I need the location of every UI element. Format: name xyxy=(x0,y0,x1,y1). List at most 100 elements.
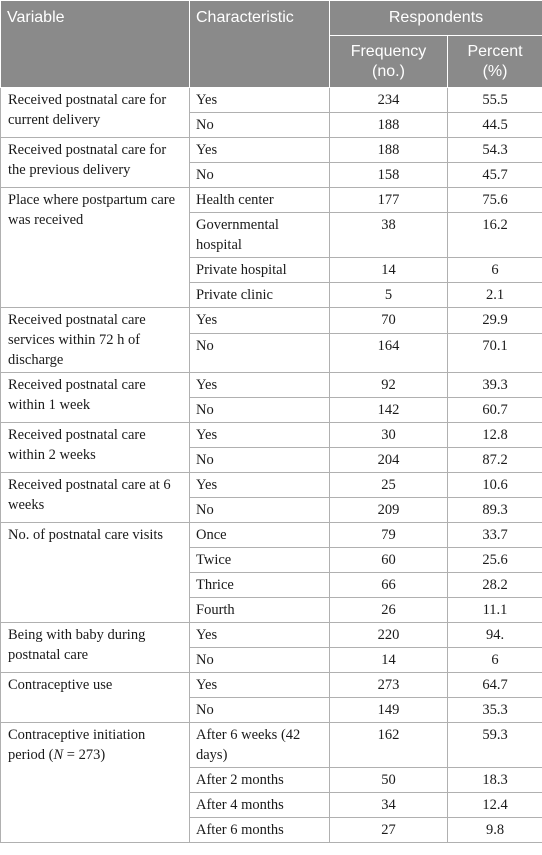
variable-cell: No. of postnatal care visits xyxy=(0,522,190,623)
table-row: Received postnatal care within 2 weeks Ye… xyxy=(0,422,542,473)
percent-cell: 44.5 xyxy=(446,112,542,138)
characteristic-cell: Yes xyxy=(189,622,330,648)
characteristic-cell: Yes xyxy=(189,422,330,448)
frequency-cell: 188 xyxy=(329,137,448,163)
characteristic-cell: After 6 weeks (42 days) xyxy=(189,722,330,768)
characteristic-cell: No xyxy=(189,112,330,138)
variable-cell: Contraceptive use xyxy=(0,672,190,723)
percent-cell: 6 xyxy=(446,257,542,283)
characteristic-cell: Yes xyxy=(189,307,330,334)
frequency-cell: 162 xyxy=(329,722,448,768)
header-percent: Percent (%) xyxy=(446,35,542,88)
variable-cell: Received postnatal care within 1 week xyxy=(0,372,190,423)
table-row: Private clinic 5 2.1 xyxy=(1,282,542,308)
variable-cell: Received postnatal care for the previous… xyxy=(0,137,190,188)
table-row: Received postnatal care at 6 weeks Yes 25 1… xyxy=(0,472,542,523)
characteristic-cell: Yes xyxy=(189,672,330,698)
frequency-cell: 149 xyxy=(329,697,448,723)
table-row: Received postnatal care within 1 week Yes… xyxy=(0,372,542,423)
percent-cell: 25.6 xyxy=(446,547,542,573)
frequency-cell: 25 xyxy=(329,472,448,498)
frequency-cell: 14 xyxy=(329,257,448,283)
frequency-cell: 34 xyxy=(329,792,448,818)
percent-cell: 35.3 xyxy=(446,697,542,723)
frequency-cell: 177 xyxy=(329,187,448,213)
percent-cell: 28.2 xyxy=(446,572,542,598)
variable-cell: Received postnatal care within 2 weeks xyxy=(0,422,190,473)
percent-cell: 9.8 xyxy=(446,817,542,843)
frequency-cell: 164 xyxy=(329,332,448,374)
frequency-cell: 158 xyxy=(329,162,448,188)
frequency-cell: 204 xyxy=(329,447,448,473)
table-row: After 2 months 50 18.3 xyxy=(1,767,542,793)
characteristic-cell: Private hospital xyxy=(189,257,330,283)
table-row: No 158 45.7 xyxy=(1,162,542,188)
frequency-cell: 142 xyxy=(329,397,448,423)
variable-cell: Being with baby during postnatal care xyxy=(0,622,190,673)
characteristic-cell: Yes xyxy=(189,372,330,398)
frequency-cell: 27 xyxy=(329,817,448,843)
variable-cell: Received postnatal care for current deli… xyxy=(0,87,190,138)
percent-cell: 18.3 xyxy=(446,767,542,793)
table-row: Received postnatal care for current deli… xyxy=(0,87,542,138)
percent-cell: 6 xyxy=(446,647,542,673)
characteristic-cell: After 6 months xyxy=(189,817,330,843)
characteristic-cell: No xyxy=(189,647,330,673)
percent-cell: 29.9 xyxy=(446,307,542,334)
table-row: Fourth 26 11.1 xyxy=(1,597,542,623)
characteristic-cell: Governmental hospital xyxy=(189,212,330,258)
table-row: Contraceptive initiation period (N = 273… xyxy=(0,722,542,843)
header-characteristic: Characteristic xyxy=(189,0,330,88)
frequency-cell: 50 xyxy=(329,767,448,793)
frequency-cell: 209 xyxy=(329,497,448,523)
header-respondents: Respondents xyxy=(328,0,542,36)
characteristic-cell: Yes xyxy=(189,472,330,498)
header-frequency: Frequency (no.) xyxy=(329,35,448,88)
percent-cell: 60.7 xyxy=(446,397,542,423)
percent-cell: 12.4 xyxy=(446,792,542,818)
percent-cell: 12.8 xyxy=(446,422,542,448)
frequency-cell: 220 xyxy=(329,622,448,648)
percent-cell: 10.6 xyxy=(446,472,542,498)
frequency-cell: 60 xyxy=(329,547,448,573)
characteristic-cell: After 2 months xyxy=(189,767,330,793)
table-row: After 4 months 34 12.4 xyxy=(1,792,542,818)
frequency-cell: 70 xyxy=(329,307,448,334)
frequency-cell: 14 xyxy=(329,647,448,673)
characteristic-cell: No xyxy=(189,447,330,473)
frequency-cell: 188 xyxy=(329,112,448,138)
percent-cell: 39.3 xyxy=(446,372,542,398)
percent-cell: 2.1 xyxy=(446,282,542,308)
percent-cell: 75.6 xyxy=(446,187,542,213)
characteristic-cell: No xyxy=(189,162,330,188)
frequency-cell: 26 xyxy=(329,597,448,623)
percent-cell: 45.7 xyxy=(446,162,542,188)
characteristic-cell: No xyxy=(189,697,330,723)
table-row: Received postnatal care for the previous… xyxy=(0,137,542,188)
characteristic-cell: No xyxy=(189,397,330,423)
frequency-cell: 273 xyxy=(329,672,448,698)
frequency-cell: 234 xyxy=(329,87,448,113)
percent-cell: 64.7 xyxy=(446,672,542,698)
percent-cell: 16.2 xyxy=(446,212,542,258)
table-row: No. of postnatal care visits Once 79 33.7 xyxy=(0,522,542,623)
header-variable: Variable xyxy=(0,0,190,88)
table-row: Place where postpartum care was received… xyxy=(0,187,542,308)
frequency-cell: 66 xyxy=(329,572,448,598)
characteristic-cell: Yes xyxy=(189,87,330,113)
table-row: Contraceptive use Yes 273 64.7 xyxy=(0,672,542,723)
table-row: No 14 6 xyxy=(1,647,542,673)
table-row: No 164 70.1 xyxy=(1,332,542,374)
characteristic-cell: Thrice xyxy=(189,572,330,598)
variable-cell: Place where postpartum care was received xyxy=(0,187,190,308)
characteristic-cell: Health center xyxy=(189,187,330,213)
variable-cell: Contraceptive initiation period (N = 273… xyxy=(0,722,190,843)
percent-cell: 87.2 xyxy=(446,447,542,473)
characteristic-cell: Twice xyxy=(189,547,330,573)
table-row: Private hospital 14 6 xyxy=(1,257,542,283)
table-row: No 209 89.3 xyxy=(1,497,542,523)
table-row: Being with baby during postnatal care Yes… xyxy=(0,622,542,673)
frequency-cell: 30 xyxy=(329,422,448,448)
characteristic-cell: Fourth xyxy=(189,597,330,623)
